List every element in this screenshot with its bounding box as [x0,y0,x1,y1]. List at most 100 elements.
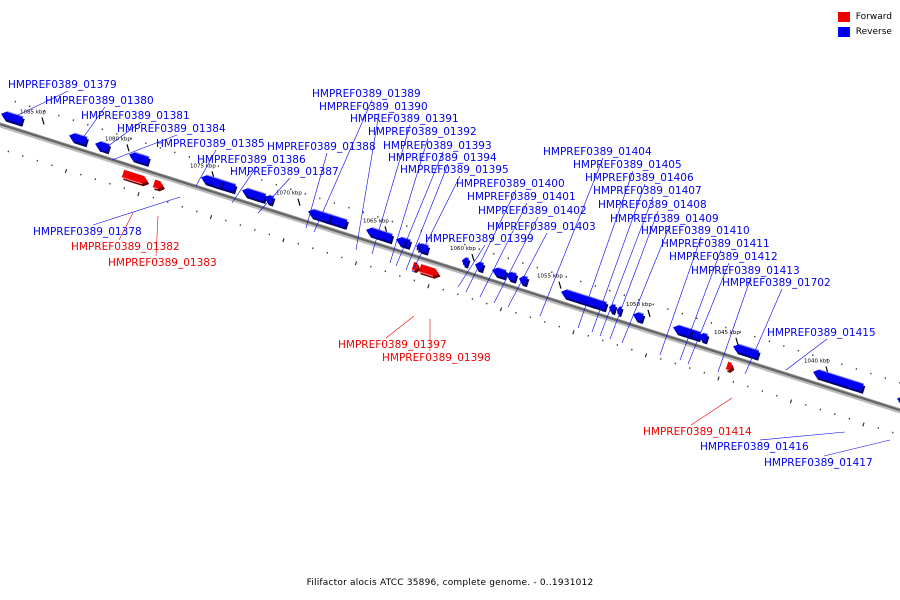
gene-label[interactable]: HMPREF0389_01412 [669,251,778,263]
gene-highlight [152,186,159,190]
gene-label[interactable]: HMPREF0389_01387 [230,166,339,178]
gene-hmpref0389_01394[interactable] [416,242,431,256]
gene-highlight [638,311,644,315]
gene-highlight [755,349,760,351]
gene-highlight [411,269,416,272]
gene-highlight [703,332,709,335]
gene-label[interactable]: HMPREF0389_01392 [368,126,477,138]
guide-tick [674,362,677,365]
guide-tick [137,192,140,197]
gene-label[interactable]: HMPREF0389_01380 [45,95,154,107]
gene-label[interactable]: HMPREF0389_01386 [197,154,306,166]
gene-leader-line [659,236,702,356]
gene-hmpref0389_01414[interactable] [725,361,735,373]
guide-tick [870,372,872,375]
gene-hmpref0389_01386[interactable] [242,187,268,204]
guide-tick [892,431,894,434]
guide-tick [239,224,242,227]
gene-hmpref0389_01381[interactable] [95,140,112,155]
gene-label[interactable]: HMPREF0389_01397 [338,339,447,351]
gene-label[interactable]: HMPREF0389_01417 [764,457,873,469]
gene-label[interactable]: HMPREF0389_01388 [267,141,376,153]
guide-tick [486,302,488,305]
gene-hmpref0389_01399[interactable] [462,256,471,269]
gene-label[interactable]: HMPREF0389_01403 [487,221,596,233]
guide-tick [652,303,655,306]
scale-tick-label: 1075 kbp [190,163,216,169]
guide-tick [326,251,329,254]
gene-label[interactable]: HMPREF0389_01383 [108,257,217,269]
guide-tick [783,344,785,347]
gene-label[interactable]: HMPREF0389_01406 [585,172,694,184]
gene-hmpref0389_01382[interactable] [121,169,150,187]
gene-hmpref0389_01395[interactable] [416,242,422,253]
gene-label[interactable]: HMPREF0389_01382 [71,241,180,253]
gene-hmpref0389_01403[interactable] [519,275,530,288]
gene-label[interactable]: HMPREF0389_01408 [598,199,707,211]
gene-hmpref0389_01380[interactable] [69,132,89,148]
gene-leader-line [79,106,106,143]
gene-body [699,332,708,342]
gene-body [416,242,421,251]
gene-label[interactable]: HMPREF0389_01394 [388,152,497,164]
gene-label[interactable]: HMPREF0389_01389 [312,88,421,100]
gene-label[interactable]: HMPREF0389_01384 [117,123,226,135]
scale-tick-mark [558,281,562,289]
gene-label[interactable]: HMPREF0389_01379 [8,79,117,91]
gene-hmpref0389_01391[interactable] [380,231,395,245]
gene-leader-line [717,276,752,373]
guide-tick [884,377,887,380]
gene-hmpref0389_01415[interactable] [813,369,866,394]
gene-label[interactable]: HMPREF0389_01391 [350,113,459,125]
gene-hmpref0389_01385[interactable] [201,174,225,191]
gene-hmpref0389_01401[interactable] [492,267,509,281]
gene-hmpref0389_01383[interactable] [152,179,166,192]
gene-hmpref0389_01702[interactable] [752,349,761,361]
guide-tick [717,376,720,381]
gene-label[interactable]: HMPREF0389_01702 [722,277,831,289]
gene-label[interactable]: HMPREF0389_01402 [478,205,587,217]
gene-label[interactable]: HMPREF0389_01413 [691,265,800,277]
gene-label[interactable]: HMPREF0389_01400 [456,178,565,190]
gene-label[interactable]: HMPREF0389_01393 [383,140,492,152]
gene-leader-line [687,262,730,365]
gene-hmpref0389_01408[interactable] [617,305,624,318]
gene-label[interactable]: HMPREF0389_01410 [641,225,750,237]
gene-hmpref0389_01409[interactable] [633,311,646,325]
gene-leader-line [539,157,604,317]
gene-hmpref0389_01387[interactable] [265,194,276,207]
gene-hmpref0389_01412[interactable] [699,332,710,345]
guide-tick [623,294,626,297]
gene-label[interactable]: HMPREF0389_01390 [319,101,428,113]
gene-label[interactable]: HMPREF0389_01416 [700,441,809,453]
gene-highlight [247,187,267,195]
gene-label[interactable]: HMPREF0389_01404 [543,146,652,158]
gene-label[interactable]: HMPREF0389_01398 [382,352,491,364]
gene-leader-line [577,170,634,329]
gene-label[interactable]: HMPREF0389_01415 [767,327,876,339]
gene-hmpref0389_01389[interactable] [322,212,333,225]
gene-label[interactable]: HMPREF0389_01378 [33,226,142,238]
legend-forward: Forward [837,9,892,24]
gene-label[interactable]: HMPREF0389_01401 [467,191,576,203]
gene-body [897,397,900,404]
gene-label[interactable]: HMPREF0389_01385 [156,138,265,150]
gene-label[interactable]: HMPREF0389_01395 [400,164,509,176]
gene-label[interactable]: HMPREF0389_01399 [425,233,534,245]
gene-hmpref0389_01384[interactable] [129,151,151,167]
gene-hmpref0389_01398[interactable] [418,264,441,279]
gene-label[interactable]: HMPREF0389_01405 [573,159,682,171]
gene-hmpref0389_01402[interactable] [506,271,519,284]
gene-leader-line [118,212,134,241]
gene-body [752,349,759,359]
gene-label[interactable]: HMPREF0389_01411 [661,238,770,250]
gene-body [416,243,429,254]
gene-label[interactable]: HMPREF0389_01409 [610,213,719,225]
guide-tick [449,238,452,241]
gene-label[interactable]: HMPREF0389_01414 [643,426,752,438]
genes [1,111,900,404]
gene-hmpref0389_01407[interactable] [609,303,618,316]
gene-label[interactable]: HMPREF0389_01381 [81,110,190,122]
legend-reverse-swatch [837,26,850,37]
gene-label[interactable]: HMPREF0389_01407 [593,185,702,197]
